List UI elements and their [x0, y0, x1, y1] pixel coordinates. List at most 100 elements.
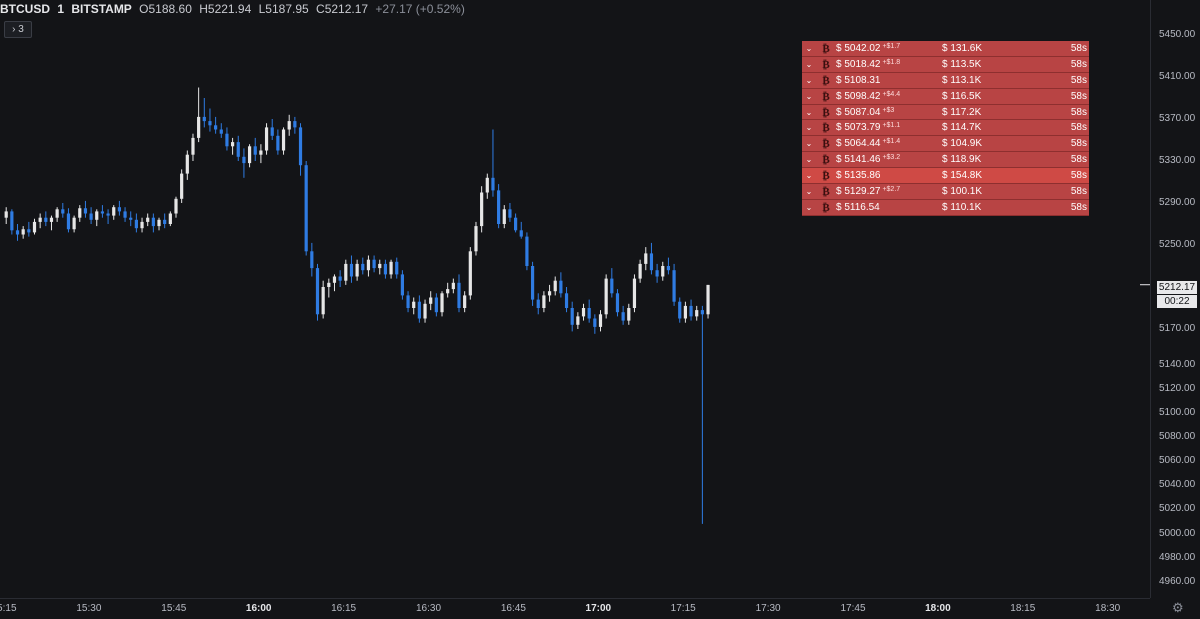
- candle: [344, 259, 348, 285]
- candle-body: [112, 207, 116, 216]
- bitcoin-icon: ₿: [822, 57, 830, 71]
- trade-volume: $ 100.1K: [942, 185, 983, 197]
- candle-body: [146, 217, 150, 222]
- candle: [621, 305, 625, 325]
- candle-body: [208, 121, 212, 126]
- interval[interactable]: 1: [57, 2, 65, 16]
- candle-body: [38, 217, 42, 222]
- bitcoin-icon: ₿: [822, 169, 830, 183]
- candle-body: [615, 293, 620, 313]
- price-tick-label: 5060.00: [1159, 455, 1196, 467]
- trade-row[interactable]: ⌄ ₿ $ 5135.86 $ 154.8K 58s: [802, 168, 1089, 185]
- chart-canvas[interactable]: BTCUSD 1 BITSTAMP O5188.60 H5221.94 L518…: [0, 0, 1150, 598]
- candle-body: [451, 282, 455, 290]
- trade-row[interactable]: ⌄ ₿ $ 5018.42 +$1.8 $ 113.5K 58s: [802, 56, 1089, 73]
- candle-body: [553, 280, 557, 292]
- price-tick-label: 5290.00: [1159, 197, 1196, 208]
- candle: [95, 209, 99, 227]
- candle-body: [508, 209, 512, 218]
- gear-icon[interactable]: ⚙: [1172, 600, 1184, 615]
- trade-row[interactable]: ⌄ ₿ $ 5129.27 +$2.7 $ 100.1K 58s: [802, 184, 1089, 200]
- trade-row[interactable]: ⌄ ₿ $ 5116.54 $ 110.1K 58s: [802, 199, 1089, 216]
- candle-body: [604, 278, 608, 315]
- candle-body: [310, 251, 314, 269]
- chevron-down-icon[interactable]: ⌄: [805, 43, 813, 53]
- trade-row[interactable]: ⌄ ₿ $ 5098.42 +$4.4 $ 116.5K 58s: [802, 88, 1089, 105]
- chevron-down-icon[interactable]: ⌄: [805, 123, 813, 133]
- chevron-down-icon[interactable]: ⌄: [805, 59, 813, 69]
- chevron-down-icon[interactable]: ⌄: [805, 171, 813, 181]
- candle: [463, 291, 467, 313]
- trade-age: 58s: [1070, 74, 1087, 86]
- candle: [208, 108, 212, 132]
- trade-price: $ 5129.27 +$2.7: [836, 186, 942, 197]
- candle-body: [197, 116, 201, 138]
- bitcoin-icon: ₿: [822, 153, 830, 167]
- candle: [38, 213, 42, 229]
- time-tick-label: 17:15: [670, 603, 696, 614]
- candle: [440, 291, 444, 317]
- candle-body: [174, 198, 178, 214]
- trades-panel: ⌄ ₿ $ 5042.02 +$1.7 $ 131.6K 58s ⌄ ₿ $ 5018.42 …: [802, 41, 1089, 216]
- chevron-down-icon[interactable]: ⌄: [805, 186, 813, 196]
- candle-body: [689, 305, 693, 317]
- candle: [298, 123, 303, 176]
- candle: [700, 305, 704, 524]
- chevron-down-icon[interactable]: ⌄: [805, 91, 813, 101]
- candle: [242, 148, 246, 178]
- candle-body: [338, 276, 342, 281]
- candle-body: [106, 213, 110, 216]
- candle-body: [598, 314, 603, 327]
- bitcoin-icon: ₿: [822, 73, 830, 87]
- trade-row[interactable]: ⌄ ₿ $ 5087.04 +$3 $ 117.2K 58s: [802, 104, 1089, 121]
- trade-price-value: $ 5135.86: [836, 170, 881, 182]
- candle-body: [366, 259, 371, 271]
- candle-body: [644, 253, 648, 264]
- price-axis[interactable]: 5450.00 5410.00 5370.00 5330.00 5290.00 5250.…: [1150, 0, 1200, 598]
- candle: [638, 259, 642, 283]
- time-tick-label: 15:15: [0, 603, 17, 614]
- trade-row[interactable]: ⌄ ₿ $ 5064.44 +$1.4 $ 104.9K 58s: [802, 136, 1089, 153]
- candle: [366, 255, 371, 277]
- candle: [10, 209, 14, 235]
- chevron-down-icon[interactable]: ⌄: [805, 139, 813, 149]
- time-axis[interactable]: 15:15 15:30 15:45 16:00 16:15 16:30 16:45 17:00…: [0, 598, 1150, 619]
- candle-body: [502, 209, 506, 224]
- candle: [276, 129, 280, 155]
- trade-price-value: $ 5108.31: [836, 74, 881, 86]
- low-value: L5187.95: [258, 2, 309, 16]
- candle: [293, 116, 297, 134]
- candle: [451, 278, 455, 294]
- chevron-down-icon[interactable]: ⌄: [805, 107, 813, 117]
- candle: [44, 211, 48, 227]
- candle-body: [140, 221, 144, 229]
- symbol-name[interactable]: BTCUSD: [0, 2, 50, 16]
- candle-body: [389, 261, 393, 275]
- price-tick-label: 5100.00: [1159, 407, 1196, 419]
- candle-body: [151, 217, 155, 227]
- trade-price-value: $ 5018.42: [836, 58, 881, 70]
- candle: [564, 287, 569, 313]
- candle: [423, 299, 427, 323]
- candle: [480, 186, 484, 233]
- trade-price-delta: +$1.7: [880, 42, 901, 50]
- trade-row[interactable]: ⌄ ₿ $ 5073.79 +$1.1 $ 114.7K 58s: [802, 120, 1089, 137]
- candle-body: [440, 293, 444, 313]
- candle: [587, 299, 591, 323]
- candle-body: [315, 268, 320, 315]
- candle-body: [564, 293, 569, 308]
- chevron-down-icon[interactable]: ⌄: [805, 75, 813, 85]
- candle: [502, 205, 506, 229]
- candle-body: [581, 308, 586, 317]
- indicators-toggle-button[interactable]: › 3: [4, 21, 32, 38]
- trade-row[interactable]: ⌄ ₿ $ 5108.31 $ 113.1K 58s: [802, 72, 1089, 89]
- candle: [202, 98, 206, 128]
- candle: [406, 291, 410, 313]
- trade-row[interactable]: ⌄ ₿ $ 5141.46 +$3.2 $ 118.9K 58s: [802, 152, 1089, 169]
- candle-body: [78, 208, 82, 218]
- trade-row[interactable]: ⌄ ₿ $ 5042.02 +$1.7 $ 131.6K 58s: [802, 41, 1089, 57]
- chevron-down-icon[interactable]: ⌄: [805, 202, 813, 212]
- chevron-down-icon[interactable]: ⌄: [805, 155, 813, 165]
- candle-body: [491, 177, 495, 191]
- candle-body: [21, 229, 25, 235]
